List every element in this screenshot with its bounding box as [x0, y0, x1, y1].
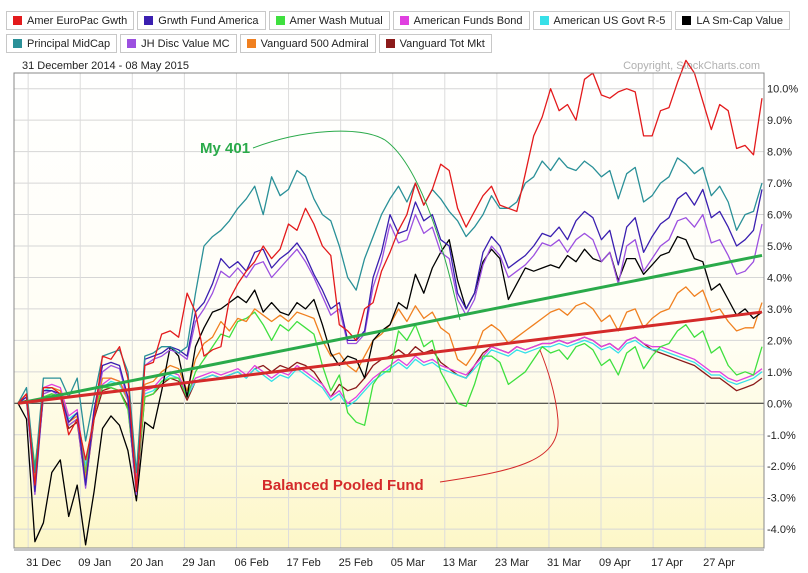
x-tick-label: 25 Feb [339, 557, 373, 569]
x-tick-label: 31 Mar [547, 557, 582, 569]
y-tick-label: 8.0% [767, 147, 792, 159]
legend-swatch [13, 39, 22, 48]
series-line-la-sm-cap-value [17, 235, 763, 546]
annotation-balanced-pooled-fund: Balanced Pooled Fund [262, 477, 424, 494]
x-tick-label: 09 Apr [599, 557, 631, 569]
y-tick-label: 2.0% [767, 335, 792, 347]
legend-swatch [385, 39, 395, 48]
legend-label: JH Disc Value MC [141, 37, 230, 50]
legend-label: Amer Wash Mutual [289, 14, 383, 27]
y-tick-label: 5.0% [767, 241, 792, 253]
annotation-connector-balanced [439, 349, 559, 483]
legend-swatch [246, 39, 256, 48]
x-tick-label: 20 Jan [130, 557, 163, 569]
legend-swatch [127, 39, 137, 48]
legend-swatch [13, 16, 22, 25]
x-tick-label: 05 Mar [391, 557, 426, 569]
x-tick-label: 17 Feb [287, 557, 321, 569]
legend-item-wash-mutual[interactable]: Amer Wash Mutual [268, 11, 390, 30]
legend-label: American US Govt R-5 [553, 14, 666, 27]
y-tick-label: 1.0% [767, 367, 792, 379]
legend-item-vanguard-tot[interactable]: Vanguard Tot Mkt [378, 34, 492, 53]
legend-swatch [144, 16, 154, 25]
annotation-connector-my-401 [252, 130, 461, 321]
legend-swatch [275, 16, 285, 25]
legend-item-vanguard-500[interactable]: Vanguard 500 Admiral [239, 34, 376, 53]
legend-item-us-govt[interactable]: American US Govt R-5 [532, 11, 673, 30]
legend-swatch [682, 16, 692, 25]
y-tick-label: -2.0% [767, 461, 796, 473]
legend-label: Grwth Fund America [158, 14, 259, 27]
series-line-amer-wash-mutual [17, 311, 763, 486]
trend-line-balanced-pooled-fund [17, 310, 763, 405]
x-tick-label: 09 Jan [78, 557, 111, 569]
legend-swatch [399, 16, 409, 25]
annotation-my-401: My 401 [200, 140, 250, 157]
y-tick-label: -4.0% [767, 524, 796, 536]
legend-item-amer-europac[interactable]: Amer EuroPac Gwth [6, 11, 135, 30]
legend-row: Principal MidCap JH Disc Value MC Vangua… [6, 34, 796, 53]
plot-frame [13, 72, 765, 549]
y-tick-label: 6.0% [767, 210, 792, 222]
legend-label: LA Sm-Cap Value [696, 14, 783, 27]
x-tick-label: 29 Jan [182, 557, 215, 569]
y-tick-label: -1.0% [767, 430, 796, 442]
y-tick-label: -3.0% [767, 493, 796, 505]
legend-item-jh-disc[interactable]: JH Disc Value MC [120, 34, 237, 53]
legend-item-principal-midcap[interactable]: Principal MidCap [6, 34, 118, 53]
series-line-principal-midcap [17, 157, 763, 474]
x-tick-label: 13 Mar [443, 557, 478, 569]
legend-label: American Funds Bond [413, 14, 523, 27]
legend-label: Vanguard 500 Admiral [260, 37, 369, 50]
series-line-amer-europac-gwth [17, 59, 763, 493]
legend-label: Vanguard Tot Mkt [399, 37, 485, 50]
y-tick-label: 10.0% [767, 84, 798, 96]
legend-item-sm-cap[interactable]: LA Sm-Cap Value [675, 11, 790, 30]
legend: Amer EuroPac Gwth Grwth Fund America Ame… [6, 11, 796, 57]
legend-label: Principal MidCap [27, 37, 111, 50]
legend-swatch [539, 16, 549, 25]
legend-item-funds-bond[interactable]: American Funds Bond [392, 11, 530, 30]
y-tick-label: 4.0% [767, 272, 792, 284]
trend-line-my-401 [17, 253, 763, 405]
x-tick-label: 27 Apr [703, 557, 735, 569]
x-tick-label: 17 Apr [651, 557, 683, 569]
y-tick-label: 0.0% [767, 398, 792, 410]
y-tick-label: 3.0% [767, 304, 792, 316]
copyright-text: Copyright, StockCharts.com [623, 60, 760, 72]
x-tick-label: 23 Mar [495, 557, 530, 569]
x-tick-label: 06 Feb [234, 557, 268, 569]
legend-row: Amer EuroPac Gwth Grwth Fund America Ame… [6, 11, 796, 30]
y-tick-label: 7.0% [767, 178, 792, 190]
x-tick-label: 31 Dec [26, 557, 61, 569]
legend-item-growth-fund[interactable]: Grwth Fund America [137, 11, 266, 30]
y-tick-label: 9.0% [767, 115, 792, 127]
date-range: 31 December 2014 - 08 May 2015 [22, 60, 189, 72]
legend-label: Amer EuroPac Gwth [27, 14, 128, 27]
